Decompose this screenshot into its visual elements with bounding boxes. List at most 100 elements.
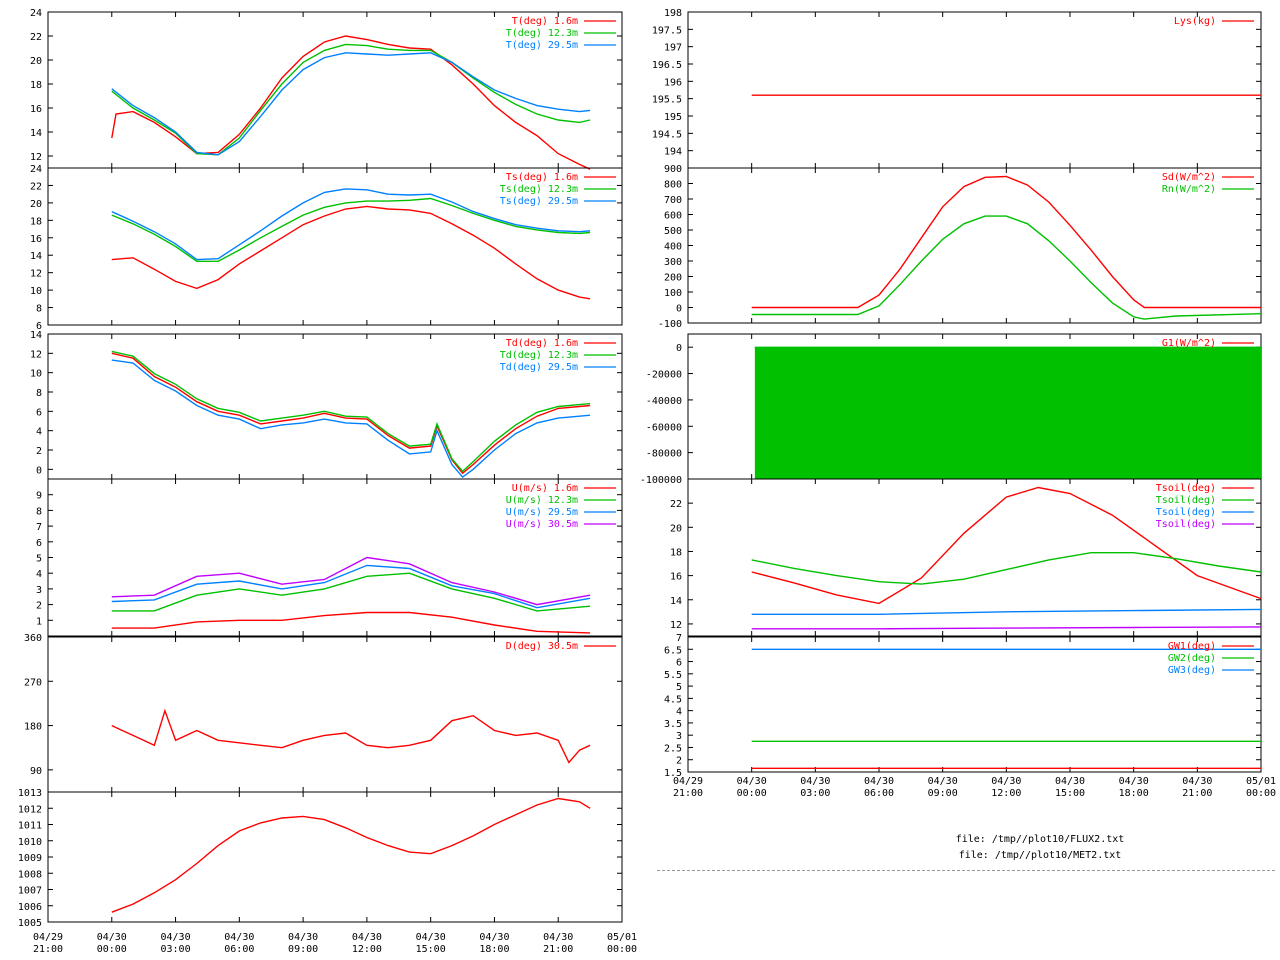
y-tick-label: 10 <box>30 369 42 380</box>
y-tick-label: 22 <box>670 499 682 510</box>
y-tick-label: 7 <box>676 633 682 644</box>
y-tick-label: 16 <box>30 104 42 115</box>
x-tick-label-day: 04/30 <box>1055 776 1085 787</box>
y-tick-label: 4 <box>36 569 42 580</box>
y-tick-label: 800 <box>664 180 682 191</box>
y-tick-label: 0 <box>676 343 682 354</box>
legend-label: Td(deg) 1.6m <box>506 338 578 349</box>
x-tick-label-day: 04/29 <box>673 776 703 787</box>
x-tick-label-time: 03:00 <box>800 788 830 799</box>
y-tick-label: 197 <box>664 43 682 54</box>
x-tick-label-time: 00:00 <box>97 944 127 955</box>
legend-label: GW3(deg) <box>1168 665 1216 676</box>
x-tick-label-day: 04/30 <box>224 932 254 943</box>
panel-U: 1 2 3 4 5 6 7 8 9 U(m/s) 1.6mU(m/s) 12.3mU(m/s) 2… <box>36 478 623 637</box>
series-line-Ts <box>111 197 591 262</box>
y-tick-label: 600 <box>664 211 682 222</box>
y-tick-label: 0 <box>676 304 682 315</box>
y-tick-label: 1005 <box>18 918 42 929</box>
y-tick-label: 20 <box>30 56 42 67</box>
y-tick-label: -100000 <box>640 475 682 486</box>
x-tick-label-day: 04/30 <box>479 932 509 943</box>
y-tick-label: 1 <box>36 616 42 627</box>
y-tick-label: 4 <box>36 427 42 438</box>
legend-label: Td(deg) 12.3m <box>500 350 578 361</box>
legend-label: Tsoil(deg) <box>1156 483 1216 494</box>
x-tick-label-time: 06:00 <box>224 944 254 955</box>
y-tick-label: 200 <box>664 273 682 284</box>
y-tick-label: 14 <box>30 128 42 139</box>
y-tick-label: 24 <box>30 8 42 19</box>
series-line-Rad <box>751 175 1261 309</box>
y-tick-label: 2 <box>36 601 42 612</box>
y-tick-label: 4.5 <box>664 694 682 705</box>
x-tick-label-day: 04/30 <box>864 776 894 787</box>
x-tick-label-day: 04/30 <box>288 932 318 943</box>
legend-label: Ts(deg) 1.6m <box>506 172 578 183</box>
legend-label: T(deg) 1.6m <box>512 16 578 27</box>
legend-label: U(m/s) 12.3m <box>506 495 578 506</box>
y-tick-label: 194.5 <box>652 129 682 140</box>
legend-label: Lys(kg) <box>1174 16 1216 27</box>
legend-label: G1(W/m^2) <box>1162 338 1216 349</box>
y-tick-label: 1009 <box>18 853 42 864</box>
file-label-met: file: /tmp//plot10/MET2.txt <box>958 850 1122 861</box>
series-line-T <box>111 52 591 156</box>
panel-Tsoil: 121416182022Tsoil(deg)Tsoil(deg)Tsoil(de… <box>670 478 1262 637</box>
series-line-Rad <box>751 215 1262 320</box>
y-tick-label: 24 <box>30 164 42 175</box>
y-tick-label: 20 <box>670 523 682 534</box>
panel-D: 90 180 270 360 D(deg) 30.5m <box>24 633 623 793</box>
y-tick-label: 1008 <box>18 869 42 880</box>
y-tick-label: 9 <box>36 491 42 502</box>
frame <box>687 11 1262 169</box>
legend-label: Tsoil(deg) <box>1156 519 1216 530</box>
series-line-U <box>111 564 591 609</box>
y-tick-label: 18 <box>30 80 42 91</box>
series-line-D <box>111 708 591 764</box>
panel-GW: 1.52 2.533.54 4.555.56 6.57 GW1(deg)GW2(deg)… <box>664 633 1262 779</box>
x-tick-label-day: 04/30 <box>737 776 767 787</box>
legend-label: Sd(W/m^2) <box>1162 172 1216 183</box>
y-tick-label: -60000 <box>646 422 682 433</box>
y-tick-label: 22 <box>30 181 42 192</box>
bar-green <box>754 347 1261 479</box>
y-tick-label: -20000 <box>646 370 682 381</box>
y-tick-label: 14 <box>30 251 42 262</box>
x-tick-label-time: 21:00 <box>33 944 63 955</box>
y-tick-label: 500 <box>664 226 682 237</box>
y-tick-label: 20 <box>30 199 42 210</box>
x-tick-label-time: 00:00 <box>737 788 767 799</box>
x-tick-label-day: 04/30 <box>991 776 1021 787</box>
legend-label: GW1(deg) <box>1168 641 1216 652</box>
y-tick-label: -80000 <box>646 449 682 460</box>
x-tick-label-day: 04/30 <box>352 932 382 943</box>
y-tick-label: -40000 <box>646 396 682 407</box>
y-tick-label: 2.5 <box>664 743 682 754</box>
legend-label: Tsoil(deg) <box>1156 495 1216 506</box>
y-tick-label: 1010 <box>18 837 42 848</box>
y-tick-label: 1012 <box>18 804 42 815</box>
x-axis-labels: 04/2921:0004/3000:0004/3003:0004/3006:00… <box>33 932 637 955</box>
series-line-Ts <box>111 188 591 261</box>
y-tick-label: 12 <box>30 152 42 163</box>
y-tick-label: 22 <box>30 32 42 43</box>
y-tick-label: 18 <box>30 216 42 227</box>
y-tick-label: 1011 <box>18 821 42 832</box>
x-tick-label-day: 04/30 <box>1119 776 1149 787</box>
panel-T: 12 14 16 18 20 22 24 T(deg) 1.6mT(deg) 12.3mT(d… <box>30 8 623 170</box>
y-tick-label: 8 <box>36 506 42 517</box>
x-tick-label-time: 15:00 <box>416 944 446 955</box>
y-tick-label: 4 <box>676 707 682 718</box>
y-tick-label: 8 <box>36 304 42 315</box>
x-tick-label-time: 09:00 <box>928 788 958 799</box>
y-tick-label: 90 <box>30 766 42 777</box>
series-line-P <box>111 797 591 913</box>
y-tick-label: 10 <box>30 286 42 297</box>
y-tick-label: 16 <box>30 234 42 245</box>
y-tick-label: 8 <box>36 388 42 399</box>
x-tick-label-day: 04/30 <box>543 932 573 943</box>
y-tick-label: 5.5 <box>664 670 682 681</box>
legend-label: T(deg) 12.3m <box>506 28 578 39</box>
